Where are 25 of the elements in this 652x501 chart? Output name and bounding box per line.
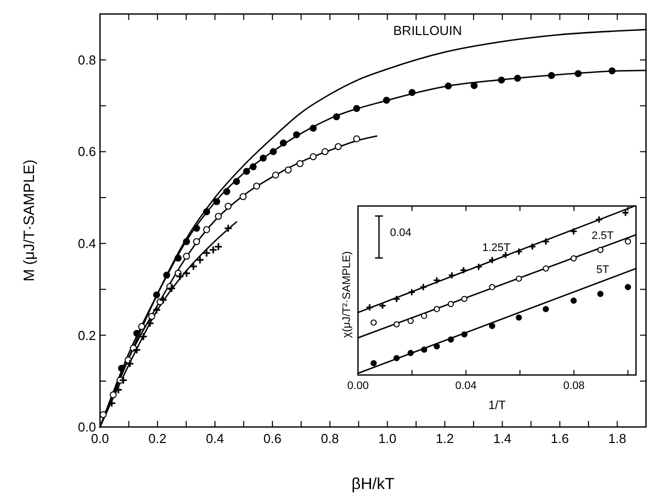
x-tick-label: 1.0 [378,431,396,446]
y-tick-label: 0.8 [78,52,96,68]
y-axis-title: M (μJ/T·SAMPLE) [21,160,38,282]
x-tick-label: 0.00 [347,380,369,392]
x-tick-label: 0.4 [206,431,224,446]
x-tick-label: 0.8 [320,431,339,446]
series-label: 1.25T [482,242,511,254]
x-tick-label: 0.2 [148,431,167,446]
x-axis-title: 1/T [488,398,506,412]
y-tick-label: 0.6 [78,144,96,160]
x-tick-label: 1.4 [493,431,512,446]
x-axis-title: βH/kT [352,476,395,493]
x-tick-label: 1.6 [550,431,569,446]
series-label: 5T [596,264,610,276]
x-tick-label: 1.8 [608,431,626,446]
series-label: 2.5T [592,230,614,242]
x-tick-label: 0.08 [563,380,585,392]
y-tick-label: 0.4 [78,236,96,251]
x-tick-label: 0.6 [263,431,282,446]
y-tick-label: 0.2 [78,328,96,343]
x-tick-label: 1.2 [436,431,454,446]
legend-label: BRILLOUIN [393,23,462,38]
annotation: 0.04 [390,227,412,239]
y-axis-title: χ(μJ/T²·SAMPLE) [341,251,353,338]
x-tick-label: 0.04 [455,380,477,392]
